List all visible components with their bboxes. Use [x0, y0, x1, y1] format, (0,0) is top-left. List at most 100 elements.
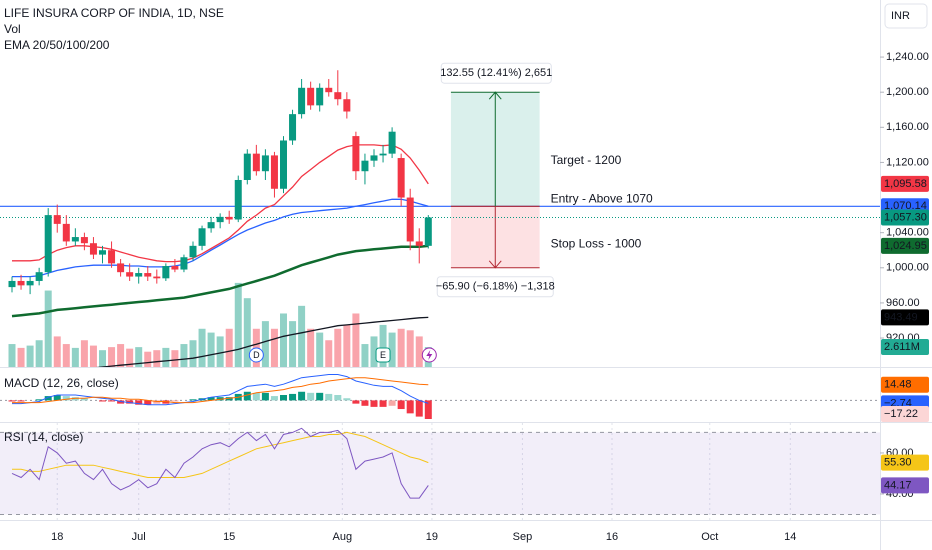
price-badge-label: 1,095.58 [884, 178, 927, 190]
volume-bar [162, 347, 170, 367]
candle-body [62, 223, 70, 242]
candle-body [225, 216, 233, 220]
volume-bar [35, 340, 43, 367]
volume-bar [379, 324, 387, 367]
x-tick-label: Sep [513, 531, 533, 543]
event-label: D [253, 350, 260, 360]
price-badge [881, 406, 929, 422]
price-badge [881, 454, 929, 471]
y-tick-label: 960.00 [886, 297, 920, 309]
candle-body [144, 273, 152, 277]
volume-bar [406, 330, 414, 367]
volume-bar [207, 332, 215, 367]
macd-hist-bar [8, 400, 16, 402]
volume-bar [80, 340, 88, 367]
x-tick-label: 18 [51, 531, 63, 543]
volume-bar [126, 348, 134, 367]
volume-bar [270, 328, 278, 367]
candle-body [153, 276, 161, 279]
candle-body [280, 140, 287, 189]
macd-hist-bar [352, 400, 360, 404]
macd-hist-bar [80, 398, 88, 401]
candle-body [17, 280, 25, 286]
macd-hist-bar [99, 400, 106, 402]
candle-body [334, 92, 342, 100]
volume-bar [89, 345, 97, 367]
rsi-pane [0, 423, 880, 520]
price-badge [881, 175, 929, 192]
volume-bar [325, 340, 333, 367]
macd-hist-bar [361, 400, 369, 406]
x-tick-label: Jul [132, 531, 146, 543]
macd-hist-bar [397, 400, 405, 410]
macd-pane [0, 374, 880, 419]
candle-body [171, 266, 179, 270]
ema-line [12, 198, 429, 278]
profit-box [440, 62, 552, 84]
macd-hist-bar [334, 395, 342, 401]
macd-hist-bar [44, 396, 52, 401]
volume-bar [153, 350, 161, 367]
volume-bar [225, 328, 233, 367]
candle-body [198, 228, 206, 246]
macd-hist-bar [298, 391, 306, 401]
macd-hist-bar [243, 391, 251, 401]
volume-bar [361, 344, 369, 367]
candle-body [80, 237, 88, 244]
candle-body [361, 160, 369, 172]
volume-bar [397, 328, 405, 367]
event-split-icon [426, 350, 433, 360]
volume-bar [370, 336, 378, 367]
volume-bar [198, 328, 206, 367]
event-dividend [248, 347, 264, 363]
x-tick-label: Aug [333, 531, 353, 543]
rsi-ma-line [12, 431, 429, 478]
ema-line [11, 244, 429, 318]
volume-bar [334, 328, 342, 367]
rsi-line [11, 427, 429, 499]
macd-hist-bar [280, 395, 287, 401]
volume-bar [108, 347, 116, 367]
ema-line [95, 316, 429, 367]
macd-hist-bar [207, 397, 215, 401]
macd-hist-bar [62, 396, 70, 401]
macd-hist-bar [108, 400, 116, 402]
price-badge-label: 55.30 [884, 456, 912, 468]
x-tick-label: Oct [701, 531, 718, 543]
currency-button[interactable] [884, 3, 928, 29]
candle-body [415, 241, 423, 246]
macd-hist-bar [153, 400, 161, 404]
macd-hist-bar [325, 393, 333, 401]
macd-hist-bar [225, 397, 233, 401]
event-label: E [380, 350, 386, 360]
candle-body [325, 87, 333, 93]
volume-bar [280, 313, 287, 367]
volume-bar [71, 347, 79, 367]
entry-label: Entry - Above 1070 [551, 191, 653, 205]
x-tick-label: 16 [606, 531, 618, 543]
candle-body [108, 250, 116, 264]
volume-bar [99, 350, 106, 367]
price-badge [881, 339, 929, 356]
candle-body [234, 179, 242, 220]
volume-bar [26, 345, 34, 367]
volume-bar [289, 321, 297, 367]
candle-body [99, 250, 106, 255]
stop-label: Stop Loss - 1000 [551, 237, 642, 251]
volume-bar [62, 344, 70, 367]
price-badge [881, 237, 929, 254]
candle-body [370, 155, 378, 161]
volume-bar [316, 332, 324, 367]
y-tick-label: 1,000.00 [886, 262, 929, 274]
price-badge [881, 309, 929, 326]
price-badge [881, 376, 929, 393]
y-tick-label: 1,160.00 [886, 121, 929, 133]
macd-hist-bar [424, 400, 432, 419]
macd-hist-bar [71, 397, 79, 401]
macd-hist-bar [289, 393, 297, 401]
currency[interactable]: INR [891, 10, 910, 22]
macd-hist-bar [189, 399, 197, 401]
candle-body [343, 99, 351, 112]
candle-body [35, 272, 43, 281]
